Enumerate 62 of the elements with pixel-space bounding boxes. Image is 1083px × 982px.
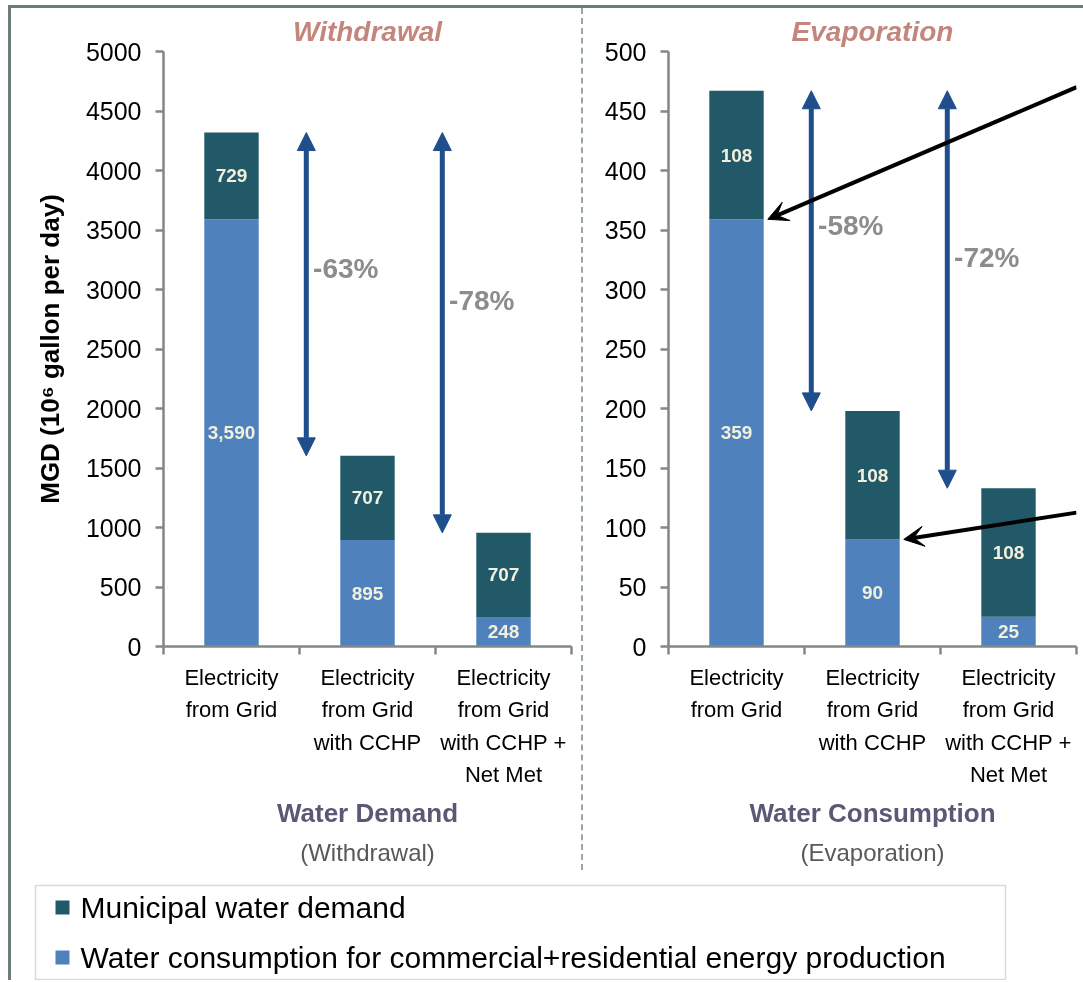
x-tick-label: Electricity from Grid with CCHP + Net Met	[439, 664, 567, 787]
y-tick-label: 4000	[85, 156, 142, 185]
bar	[340, 539, 395, 647]
chart-title: Withdrawal	[292, 15, 444, 47]
data-label: 707	[351, 487, 384, 509]
text: (Evaporation)	[800, 838, 945, 866]
chart-title: Evaporation	[791, 15, 954, 47]
y-tick-label: 350	[604, 216, 647, 244]
y-tick-label: 5000	[85, 37, 142, 66]
bar	[709, 90, 764, 220]
y-tick-label: 250	[604, 335, 647, 363]
y-tick-label: 200	[604, 394, 647, 423]
y-tick-label: 0	[632, 632, 647, 661]
data-label: 729	[215, 165, 248, 187]
data-label: 359	[720, 422, 753, 444]
data-label: 108	[720, 144, 753, 166]
bar	[204, 132, 259, 220]
y-tick-label: 1500	[85, 454, 142, 482]
legend-label: Water consumption for commercial+residential energy production	[80, 941, 946, 974]
y-axis-title: MGD (10⁶ gallon per day)	[34, 194, 65, 504]
x-tick-label: Electricity from Grid	[689, 664, 784, 722]
x-axis-title: Water Demand	[276, 798, 459, 828]
data-label: 248	[487, 621, 520, 643]
y-tick-label: 500	[604, 37, 647, 66]
y-tick-label: 2500	[85, 335, 142, 363]
y-tick-label: 4500	[85, 97, 142, 125]
y-tick-label: 100	[604, 513, 647, 542]
x-tick-label: Electricity from Grid with CCHP	[312, 664, 422, 755]
y-tick-label: 400	[604, 156, 647, 185]
data-label: 895	[351, 582, 384, 604]
annotation: -78%	[449, 285, 515, 317]
bar	[476, 532, 531, 617]
data-label: 108	[856, 464, 889, 486]
data-label: 25	[997, 621, 1020, 643]
y-tick-label: 0	[127, 632, 142, 661]
y-tick-label: 3000	[85, 275, 142, 304]
bar	[709, 219, 764, 647]
data-label: 90	[861, 582, 884, 604]
x-tick-label: Electricity from Grid	[184, 664, 279, 722]
annotation: -58%	[818, 209, 884, 241]
y-tick-label: 2000	[85, 394, 142, 423]
bar	[204, 219, 259, 647]
legend-label: Municipal water demand	[80, 891, 406, 924]
data-label: 108	[992, 541, 1025, 563]
y-tick-label: 450	[604, 97, 647, 125]
x-tick-label: Electricity from Grid with CCHP + Net Met	[944, 664, 1072, 787]
y-tick-label: 3500	[85, 216, 142, 244]
x-tick-label: Electricity from Grid with CCHP	[817, 664, 927, 755]
annotation: -72%	[954, 242, 1020, 274]
bar	[845, 539, 900, 647]
y-tick-label: 500	[99, 573, 142, 601]
data-label: 3,590	[207, 422, 256, 444]
y-tick-label: 150	[604, 454, 647, 482]
annotation: -63%	[313, 252, 379, 284]
y-tick-label: 1000	[85, 513, 142, 542]
text: (Withdrawal)	[300, 838, 435, 866]
y-tick-label: 300	[604, 275, 647, 304]
x-axis-title: Water Consumption	[749, 798, 996, 828]
y-tick-label: 50	[618, 573, 647, 601]
bar	[845, 410, 900, 540]
bar	[340, 455, 395, 540]
data-label: 707	[487, 564, 520, 586]
